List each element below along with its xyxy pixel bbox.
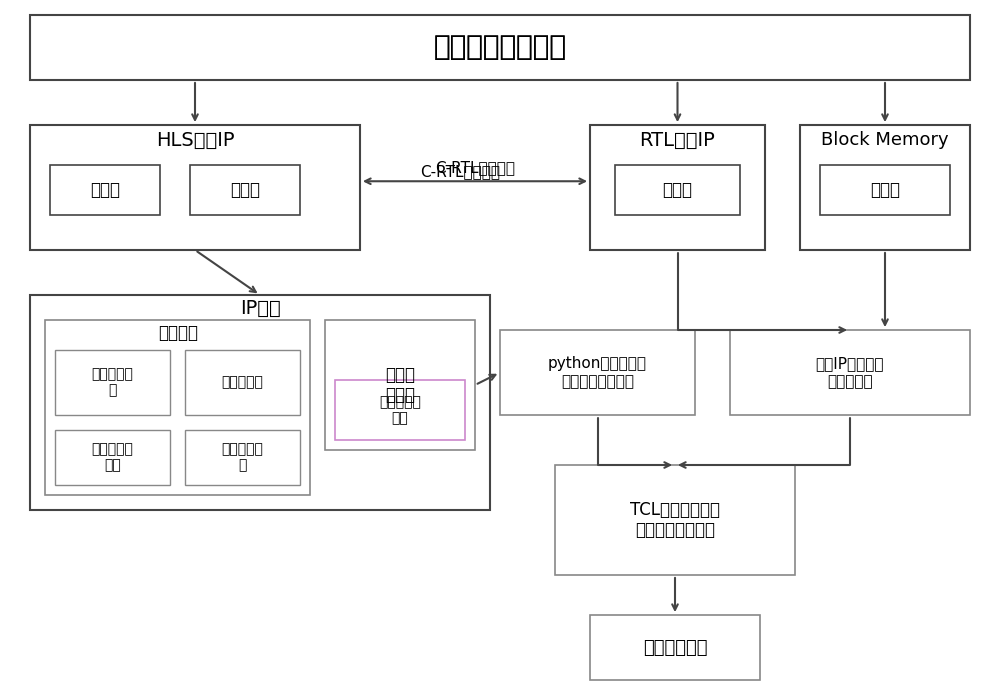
Bar	[335, 380, 465, 440]
Text: C-RTL协同设计: C-RTL协同设计	[420, 165, 500, 179]
Bar	[55, 350, 170, 415]
Text: TCL脚本自动搭建
电磁暂态仿真系统: TCL脚本自动搭建 电磁暂态仿真系统	[630, 500, 720, 539]
Text: IP优化: IP优化	[240, 298, 280, 318]
Text: 并行结构优
化: 并行结构优 化	[222, 443, 263, 473]
Text: 资源消
耗优化: 资源消 耗优化	[385, 366, 415, 404]
Text: 浮点数精度
切换: 浮点数精度 切换	[379, 395, 421, 425]
Bar	[730, 330, 970, 415]
Text: 计算区: 计算区	[230, 181, 260, 199]
Text: 流水线优化: 流水线优化	[222, 375, 263, 389]
Bar	[190, 165, 300, 215]
Bar	[590, 615, 760, 680]
Text: 按各IP端口配置
存储器类型: 按各IP端口配置 存储器类型	[816, 357, 884, 389]
Text: 存储区: 存储区	[870, 181, 900, 199]
Text: RTL生成IP: RTL生成IP	[639, 131, 715, 149]
Text: 浮点数精度
切换: 浮点数精度 切换	[92, 443, 133, 473]
Text: 系统仿真验证: 系统仿真验证	[643, 639, 707, 657]
Bar	[555, 465, 795, 575]
Bar	[50, 165, 160, 215]
Text: 元件区: 元件区	[90, 181, 120, 199]
Bar	[185, 430, 300, 485]
Bar	[30, 295, 490, 510]
Text: C-RTL协同设计: C-RTL协同设计	[435, 160, 515, 174]
Bar	[500, 330, 695, 415]
Text: python脚本提取综
合报告的端口信息: python脚本提取综 合报告的端口信息	[548, 357, 647, 389]
Bar	[185, 350, 300, 415]
Bar	[45, 320, 310, 495]
Text: Block Memory: Block Memory	[821, 131, 949, 149]
Text: 硬件映射优
化: 硬件映射优 化	[92, 368, 133, 398]
Bar	[30, 125, 360, 250]
Text: 电磁暂态仿真系统: 电磁暂态仿真系统	[434, 33, 566, 61]
Bar	[30, 15, 970, 80]
Text: HLS生成IP: HLS生成IP	[156, 131, 234, 149]
Bar	[590, 125, 765, 250]
Text: 控制区: 控制区	[662, 181, 692, 199]
Text: 时序优化: 时序优化	[158, 324, 198, 342]
Bar	[615, 165, 740, 215]
Bar	[800, 125, 970, 250]
Text: 电磁暂态仿真系统: 电磁暂态仿真系统	[434, 33, 566, 61]
Bar	[55, 430, 170, 485]
Bar	[325, 320, 475, 450]
Bar	[820, 165, 950, 215]
